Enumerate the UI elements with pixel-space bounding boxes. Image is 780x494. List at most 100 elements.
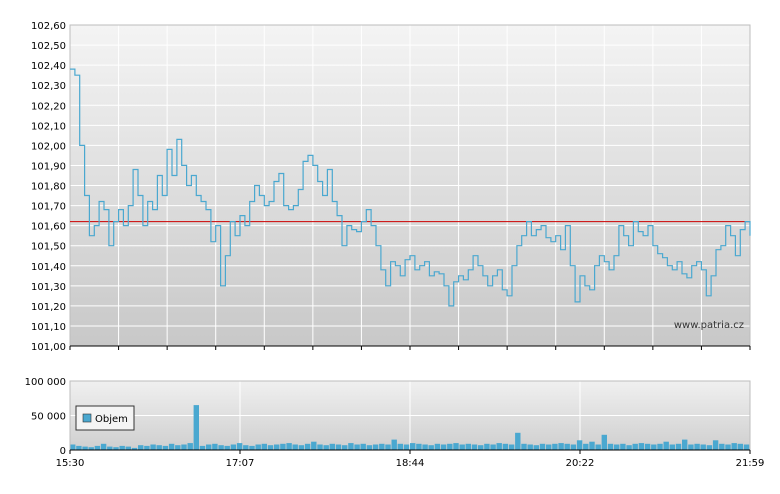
volume-bar [354, 444, 360, 450]
volume-bar [719, 443, 725, 450]
volume-bar [150, 444, 156, 450]
volume-bar [533, 445, 539, 450]
volume-bar [700, 444, 706, 450]
volume-bar [181, 444, 187, 450]
volume-bar [614, 444, 620, 450]
volume-bar [385, 444, 391, 450]
volume-bar [688, 444, 694, 450]
volume-bar [527, 444, 533, 450]
x-tick-label: 17:07 [226, 458, 255, 469]
volume-bar [317, 444, 323, 450]
x-tick-label: 15:30 [56, 458, 85, 469]
volume-bar [372, 444, 379, 450]
volume-bar [607, 443, 614, 450]
volume-bar [286, 443, 292, 450]
volume-bar [304, 443, 311, 450]
price-series-line [70, 68, 751, 307]
volume-bar [107, 446, 113, 450]
volume-bar [397, 443, 403, 450]
volume-bar [620, 443, 626, 450]
volume-bar [558, 443, 564, 450]
volume-bar [323, 445, 329, 450]
volume-bar [465, 443, 471, 450]
price-y-tick-label: 102,40 [31, 61, 66, 72]
volume-bar [546, 444, 552, 450]
volume-bar [144, 445, 150, 450]
volume-bar [119, 445, 125, 450]
volume-bar [280, 443, 286, 450]
price-y-tick-label: 101,70 [31, 202, 66, 213]
x-tick-label: 21:59 [736, 458, 765, 469]
volume-bar [416, 443, 422, 450]
volume-bar [230, 444, 237, 450]
volume-bar [601, 434, 607, 450]
volume-bar [496, 443, 502, 450]
price-y-tick-label: 102,30 [31, 81, 66, 92]
volume-bar [267, 445, 274, 450]
volume-bar [712, 440, 719, 450]
volume-bar [632, 443, 638, 450]
volume-bar [255, 444, 261, 450]
price-y-tick-label: 101,80 [31, 182, 66, 193]
volume-bar [187, 443, 193, 450]
price-y-tick-label: 102,60 [31, 21, 66, 32]
volume-bar [453, 443, 459, 450]
x-tick-label: 20:22 [566, 458, 595, 469]
volume-bar [156, 445, 162, 450]
volume-bar [94, 445, 101, 450]
volume-bar [391, 439, 397, 450]
volume-bar [539, 443, 546, 450]
volume-bar [638, 443, 645, 450]
volume-bar [243, 445, 249, 450]
volume-bar [335, 444, 342, 450]
volume-y-tick-label: 0 [60, 446, 66, 457]
volume-bar [669, 444, 675, 450]
volume-bar [360, 443, 366, 450]
volume-bar [564, 443, 570, 450]
x-tick-label: 18:44 [396, 458, 425, 469]
volume-bar [298, 445, 305, 450]
volume-bar [694, 443, 700, 450]
volume-bar [100, 443, 107, 450]
volume-bar [212, 443, 218, 450]
volume-bar [410, 443, 416, 450]
volume-bar [583, 443, 589, 450]
volume-bar [576, 440, 583, 450]
volume-bar [261, 443, 267, 450]
legend-label: Objem [95, 414, 128, 425]
volume-bar [502, 443, 509, 450]
volume-bar [162, 445, 169, 450]
volume-bar [478, 445, 484, 450]
volume-y-tick-label: 100 000 [25, 377, 66, 388]
price-y-tick-label: 101,10 [31, 322, 66, 333]
volume-bar [76, 445, 82, 450]
volume-bar [379, 443, 385, 450]
price-y-tick-label: 102,00 [31, 141, 66, 152]
legend-swatch [82, 413, 92, 423]
volume-bar [737, 443, 743, 450]
volume-bar [193, 405, 199, 450]
volume-bar [589, 441, 595, 450]
volume-bar [366, 445, 373, 450]
volume-bar [199, 445, 206, 450]
volume-bar [311, 441, 317, 450]
volume-bar [348, 443, 354, 450]
volume-bar [731, 443, 737, 450]
volume-bar [82, 446, 88, 450]
volume-bar [626, 445, 632, 450]
volume-bar [329, 443, 335, 450]
volume-bar [706, 445, 713, 450]
volume-bar [249, 445, 255, 450]
volume-bar [342, 445, 348, 450]
volume-bar [595, 444, 601, 450]
volume-bar [725, 444, 731, 450]
watermark-text: www.patria.cz [674, 320, 744, 331]
volume-bar [471, 444, 478, 450]
volume-bar [422, 444, 428, 450]
volume-bar [663, 441, 669, 450]
price-y-tick-label: 101,20 [31, 302, 66, 313]
volume-bar [113, 447, 119, 450]
price-y-tick-label: 102,20 [31, 101, 66, 112]
